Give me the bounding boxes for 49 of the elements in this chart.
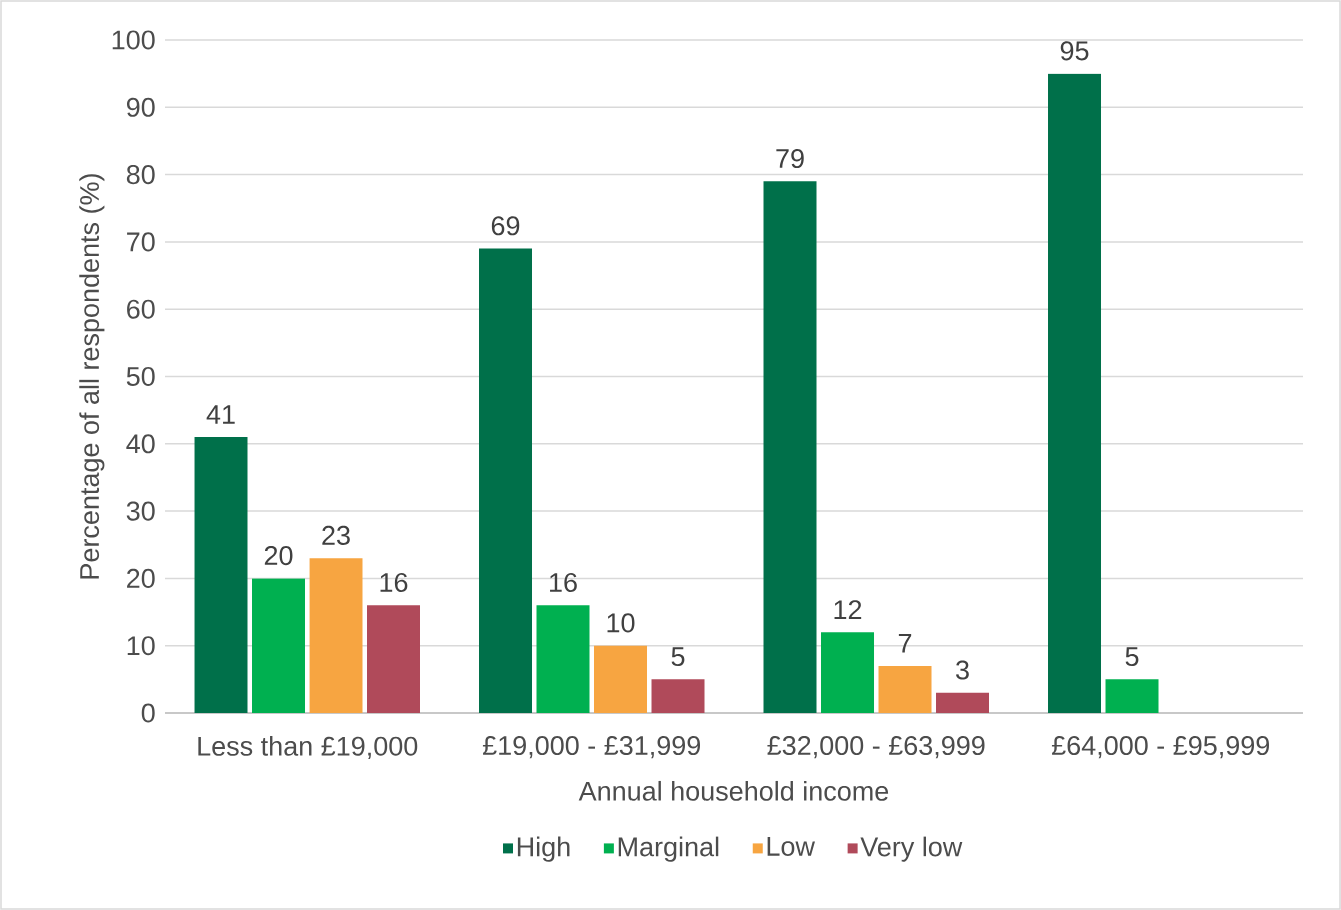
bar xyxy=(936,692,990,713)
data-label: 41 xyxy=(206,405,235,424)
legend-label: Marginal xyxy=(618,836,719,862)
x-axis-title: Annual household income xyxy=(578,780,889,801)
bar xyxy=(821,632,875,713)
legend-label: Low xyxy=(767,837,815,856)
legend-label: High xyxy=(517,836,570,862)
x-tick-label: £32,000 - £63,999 xyxy=(767,735,985,759)
y-tick-label: 10 xyxy=(127,636,155,656)
y-tick-label: 0 xyxy=(141,703,155,723)
bar xyxy=(594,645,648,713)
data-label: 16 xyxy=(380,572,408,593)
y-tick-label: 40 xyxy=(126,434,155,454)
bar xyxy=(367,605,420,713)
data-label: 12 xyxy=(834,600,862,619)
bar xyxy=(1048,73,1102,713)
data-label: 10 xyxy=(607,613,635,633)
y-tick-label: 20 xyxy=(127,568,155,588)
data-label: 16 xyxy=(550,572,577,593)
bar xyxy=(878,665,932,713)
x-tick-label: £19,000 - £31,999 xyxy=(482,735,701,759)
bar xyxy=(763,181,817,713)
data-label: 5 xyxy=(1125,647,1139,667)
data-label: 95 xyxy=(1060,41,1089,61)
bar xyxy=(479,248,532,713)
bar xyxy=(536,605,590,713)
bar xyxy=(252,578,306,713)
data-label: 23 xyxy=(322,525,350,545)
legend-label: Very low xyxy=(860,836,963,862)
data-label: 69 xyxy=(491,216,520,236)
data-label: 20 xyxy=(264,546,293,566)
y-axis-title: Percentage of all respondents (%) xyxy=(79,174,105,579)
data-label: 79 xyxy=(776,148,804,169)
bar xyxy=(651,679,705,713)
y-tick-label: 90 xyxy=(126,97,155,117)
data-label: 3 xyxy=(956,660,969,680)
y-tick-label: 100 xyxy=(112,30,155,50)
x-tick-label: £64,000 - £95,999 xyxy=(1051,735,1270,759)
y-tick-label: 80 xyxy=(126,165,155,185)
data-label: 5 xyxy=(671,647,685,667)
y-tick-label: 50 xyxy=(126,366,155,387)
y-tick-label: 60 xyxy=(127,299,155,319)
bar xyxy=(1105,679,1159,713)
bar xyxy=(194,437,248,713)
data-label: 7 xyxy=(898,634,912,653)
y-tick-label: 70 xyxy=(127,232,155,252)
x-tick-label: Less than £19,000 xyxy=(198,735,418,759)
bar xyxy=(309,558,363,713)
y-tick-label: 30 xyxy=(126,501,155,521)
